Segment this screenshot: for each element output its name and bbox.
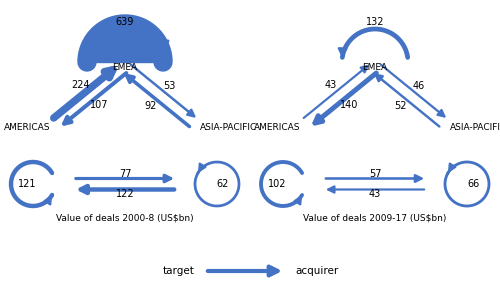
Text: target: target xyxy=(163,266,195,276)
Text: 77: 77 xyxy=(119,169,131,179)
Text: 102: 102 xyxy=(268,179,286,189)
Text: 122: 122 xyxy=(116,189,134,199)
Text: 132: 132 xyxy=(366,17,384,27)
Text: Value of deals 2000-8 (US$bn): Value of deals 2000-8 (US$bn) xyxy=(56,214,194,223)
Text: 46: 46 xyxy=(413,81,425,91)
Text: 639: 639 xyxy=(116,17,134,27)
Text: acquirer: acquirer xyxy=(295,266,338,276)
Text: 53: 53 xyxy=(163,81,175,91)
Text: 62: 62 xyxy=(217,179,229,189)
Text: ASIA-PACIFIC: ASIA-PACIFIC xyxy=(450,123,500,132)
Text: 107: 107 xyxy=(90,100,108,110)
Text: AMERICAS: AMERICAS xyxy=(254,123,300,132)
Text: 43: 43 xyxy=(369,189,381,199)
Text: AMERICAS: AMERICAS xyxy=(4,123,50,132)
Text: EMEA: EMEA xyxy=(362,63,388,72)
Text: 224: 224 xyxy=(71,80,90,90)
Text: 121: 121 xyxy=(18,179,36,189)
Text: 92: 92 xyxy=(144,101,156,111)
Text: Value of deals 2009-17 (US$bn): Value of deals 2009-17 (US$bn) xyxy=(304,214,446,223)
Text: 57: 57 xyxy=(369,169,382,179)
Text: 66: 66 xyxy=(467,179,479,189)
Text: ASIA-PACIFIC: ASIA-PACIFIC xyxy=(200,123,257,132)
Text: 140: 140 xyxy=(340,100,358,110)
Text: EMEA: EMEA xyxy=(112,63,138,72)
Text: 52: 52 xyxy=(394,101,406,111)
Text: 43: 43 xyxy=(324,80,336,90)
